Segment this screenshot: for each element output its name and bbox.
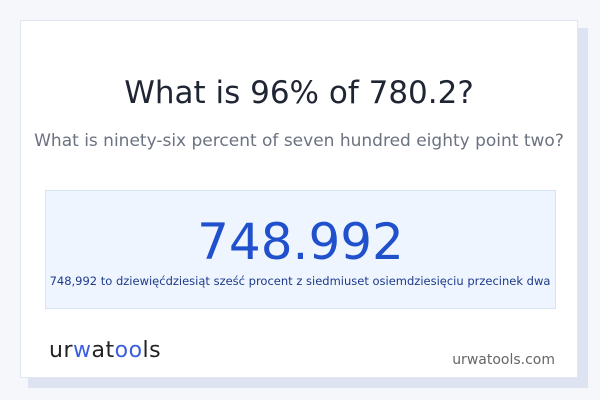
site-url: urwatools.com bbox=[452, 352, 555, 368]
logo-part: ur bbox=[49, 338, 73, 363]
result-box: 748.992 bbox=[45, 190, 556, 309]
logo-part: a bbox=[91, 338, 106, 363]
page-subtitle: What is ninety-six percent of seven hund… bbox=[34, 131, 564, 151]
logo-part: w bbox=[73, 338, 92, 363]
page-title: What is 96% of 780.2? bbox=[124, 75, 474, 111]
result-value: 748.992 bbox=[197, 213, 404, 271]
result-card: What is 96% of 780.2? What is ninety-six… bbox=[20, 20, 578, 378]
logo-part: t bbox=[105, 338, 115, 363]
logo-part: oo bbox=[114, 338, 143, 363]
urwatools-logo: urwatools bbox=[49, 338, 161, 363]
logo-part: ls bbox=[142, 338, 162, 363]
result-in-words: 748,992 to dziewięćdziesiąt sześć procen… bbox=[49, 274, 551, 288]
